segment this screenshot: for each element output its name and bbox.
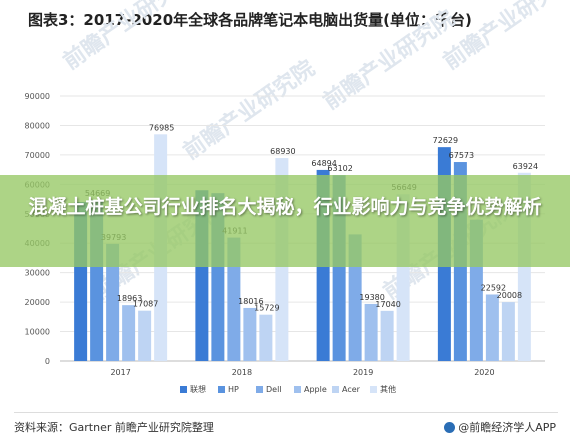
bar-2020-Acer bbox=[501, 302, 515, 361]
bar-2017-Dell bbox=[106, 243, 120, 361]
bar-2017-Apple bbox=[122, 305, 136, 361]
y-tick-label: 10000 bbox=[25, 328, 50, 337]
data-label: 63102 bbox=[327, 164, 352, 173]
bar-2018-Acer bbox=[259, 314, 273, 361]
data-label: 76985 bbox=[149, 123, 174, 132]
x-tick-label: 2020 bbox=[474, 368, 494, 377]
legend-label: HP bbox=[228, 385, 239, 394]
footer-divider bbox=[14, 412, 558, 413]
chart-title: 图表3：2017-2020年全球各品牌笔记本电脑出货量(单位：千台) bbox=[28, 11, 472, 29]
headline-text: 混凝土桩基公司行业排名大揭秘，行业影响力与竞争优势解析 bbox=[28, 196, 542, 218]
legend-label: 联想 bbox=[190, 384, 206, 394]
bar-2020-Apple bbox=[485, 294, 499, 361]
y-tick-label: 30000 bbox=[25, 269, 50, 278]
legend-swatch bbox=[294, 386, 301, 393]
legend-swatch bbox=[332, 386, 339, 393]
data-label: 17040 bbox=[375, 300, 400, 309]
legend-label: Dell bbox=[266, 385, 282, 394]
x-axis: 2017 2018 2019 2020 bbox=[110, 368, 494, 377]
brand-logo-icon bbox=[444, 421, 456, 433]
x-tick-label: 2017 bbox=[110, 368, 130, 377]
legend-label: 其他 bbox=[380, 384, 396, 394]
data-label: 18963 bbox=[117, 294, 142, 303]
data-label: 63924 bbox=[513, 162, 538, 171]
data-label: 64894 bbox=[311, 159, 336, 168]
data-label: 67573 bbox=[449, 151, 474, 160]
data-label: 19380 bbox=[359, 293, 384, 302]
data-label: 17087 bbox=[133, 300, 158, 309]
data-label: 68930 bbox=[270, 147, 295, 156]
legend-swatch bbox=[180, 386, 187, 393]
bar-2019-Acer bbox=[380, 310, 394, 361]
x-tick-label: 2019 bbox=[353, 368, 373, 377]
bar-2019-Apple bbox=[364, 303, 378, 361]
data-label: 72629 bbox=[433, 136, 458, 145]
legend-label: Acer bbox=[342, 385, 361, 394]
bar-2018-Apple bbox=[243, 307, 257, 361]
data-label: 20008 bbox=[497, 291, 522, 300]
y-tick-label: 90000 bbox=[25, 92, 50, 101]
y-tick-label: 20000 bbox=[25, 298, 50, 307]
y-tick-label: 80000 bbox=[25, 121, 50, 130]
watermark-text: 前瞻产业研究院 bbox=[59, 0, 200, 75]
legend-swatch bbox=[256, 386, 263, 393]
bar-2017-Acer bbox=[138, 310, 152, 361]
data-label: 22592 bbox=[481, 283, 506, 292]
legend-swatch bbox=[370, 386, 377, 393]
footer-source: 资料来源：Gartner 前瞻产业研究院整理 bbox=[14, 421, 214, 434]
watermark-text: 前瞻产业研究院 bbox=[439, 0, 570, 75]
watermark-text: 前瞻产业研究院 bbox=[319, 5, 460, 115]
x-tick-label: 2018 bbox=[232, 368, 252, 377]
y-tick-label: 70000 bbox=[25, 151, 50, 160]
legend: 联想 HP Dell Apple Acer 其他 bbox=[180, 384, 396, 394]
watermark-text: 前瞻产业研究院 bbox=[179, 55, 320, 165]
bar-2018-Dell bbox=[227, 237, 241, 361]
y-tick-label: 0 bbox=[45, 357, 50, 366]
headline-banner: 混凝土桩基公司行业排名大揭秘，行业影响力与竞争优势解析 bbox=[0, 175, 570, 267]
data-label: 15729 bbox=[254, 304, 279, 313]
footer-brand: @前瞻经济学人APP bbox=[444, 419, 556, 435]
legend-swatch bbox=[218, 386, 225, 393]
legend-label: Apple bbox=[304, 385, 327, 394]
data-label: 18016 bbox=[238, 297, 263, 306]
footer-brand-label: @前瞻经济学人APP bbox=[458, 421, 556, 434]
